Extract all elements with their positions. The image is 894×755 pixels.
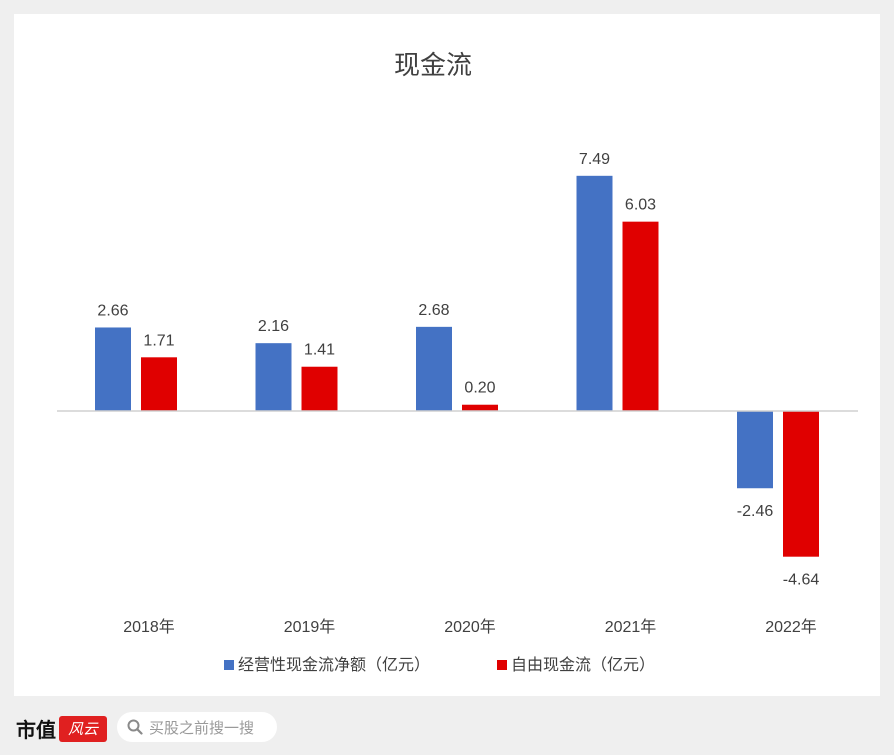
data-label-operating-1: 2.16 (258, 318, 289, 335)
legend-swatch-free (497, 660, 507, 670)
data-label-free-4: -4.64 (783, 572, 820, 589)
legend: 经营性现金流净额（亿元） 自由现金流（亿元） (224, 656, 655, 674)
chart-title: 现金流 (394, 50, 472, 80)
chart-card: 现金流 2.66 1.71 2.16 1.41 2.68 0.20 7.49 6.03 -2.4… (14, 14, 880, 696)
x-tick-label-0: 2018年 (123, 618, 175, 636)
data-label-operating-0: 2.66 (97, 302, 128, 319)
bar-free-0 (141, 357, 177, 411)
data-label-operating-3: 7.49 (579, 151, 610, 168)
legend-label-operating: 经营性现金流净额（亿元） (238, 656, 430, 674)
bar-operating-3 (576, 175, 613, 411)
search-placeholder: 买股之前搜一搜 (149, 719, 255, 737)
bar-free-2 (462, 404, 498, 411)
data-labels-layer: 2.66 1.71 2.16 1.41 2.68 0.20 7.49 6.03 -2.46 -4.… (97, 151, 819, 589)
data-label-free-1: 1.41 (304, 342, 335, 359)
search-icon (127, 719, 143, 735)
x-axis-ticks: 2018年 2019年 2020年 2021年 2022年 (123, 618, 817, 636)
data-label-operating-4: -2.46 (737, 503, 774, 520)
x-tick-label-1: 2019年 (284, 618, 336, 636)
brand-logo[interactable]: 市值 风云 (16, 714, 107, 743)
bar-operating-0 (95, 327, 131, 411)
footer-bar: 市值 风云 买股之前搜一搜 (0, 702, 894, 755)
logo-text: 市值 (16, 718, 56, 742)
logo-seal: 风云 (59, 715, 107, 742)
search-box[interactable]: 买股之前搜一搜 (117, 712, 277, 742)
legend-label-free: 自由现金流（亿元） (511, 656, 655, 674)
bar-operating-4 (737, 411, 773, 489)
bar-operating-2 (416, 326, 452, 411)
bars-layer (95, 175, 819, 557)
chart-svg: 现金流 2.66 1.71 2.16 1.41 2.68 0.20 7.49 6.03 -2.4… (57, 50, 858, 674)
data-label-operating-2: 2.68 (418, 302, 449, 319)
legend-swatch-operating (224, 660, 234, 670)
x-tick-label-2: 2020年 (444, 618, 496, 636)
data-label-free-0: 1.71 (143, 332, 174, 349)
x-tick-label-4: 2022年 (765, 618, 817, 636)
bar-free-1 (301, 366, 338, 411)
data-label-free-3: 6.03 (625, 197, 656, 214)
data-label-free-2: 0.20 (464, 380, 495, 397)
bar-free-3 (622, 221, 659, 411)
x-tick-label-3: 2021年 (605, 618, 657, 636)
bar-operating-1 (255, 343, 292, 411)
bar-free-4 (783, 411, 819, 557)
